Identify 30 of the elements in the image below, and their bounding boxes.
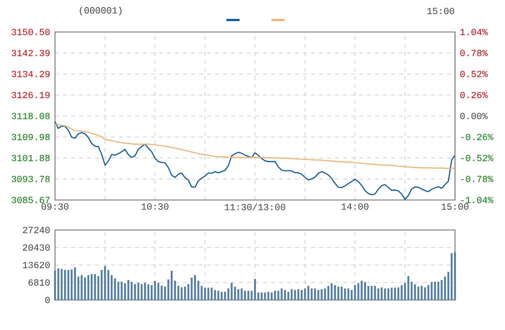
x-tick-label: 09:30: [42, 203, 68, 210]
y-tick-label: 6810: [28, 279, 50, 286]
y2-tick-label: 0.52%: [460, 70, 488, 78]
y-tick-label: 0: [45, 296, 50, 304]
chart-title: (000001): [80, 6, 122, 16]
y-tick-label: 3085.67: [12, 196, 50, 204]
y2-tick-label: 0.26%: [460, 92, 488, 98]
y-tick-label: 3134.29: [12, 70, 50, 78]
text: 15:00: [427, 8, 454, 14]
y2-tick-label: -0.52%: [461, 154, 494, 162]
y-tick-label: 3142.39: [12, 50, 50, 56]
y-tick-label: 27240: [22, 226, 50, 234]
y2-tick-label: -0.26%: [461, 134, 494, 140]
x-tick-label: 11:30/13:00: [224, 203, 286, 210]
y2-tick-label: -0.78%: [461, 176, 494, 182]
y-tick-label: 20430: [22, 244, 50, 251]
y2-tick-label: -1.04%: [461, 196, 494, 204]
y-tick-label: 3126.19: [12, 92, 50, 98]
y2-tick-label: 0.00%: [460, 112, 488, 120]
y2-tick-label: 0.78%: [460, 50, 488, 56]
x-tick-label: 15:00: [442, 203, 468, 210]
y-tick-label: 3150.50: [12, 28, 50, 36]
y-tick-label: 3118.08: [12, 112, 50, 120]
y-tick-label: 3101.88: [12, 154, 50, 162]
x-tick-label: 14:00: [342, 203, 368, 210]
y-tick-label: 3093.78: [12, 176, 50, 182]
y-tick-label: 13620: [22, 262, 50, 268]
x-tick-label: 10:30: [142, 203, 168, 210]
y2-tick-label: 1.04%: [460, 28, 488, 36]
y-tick-label: 3109.98: [12, 134, 50, 140]
